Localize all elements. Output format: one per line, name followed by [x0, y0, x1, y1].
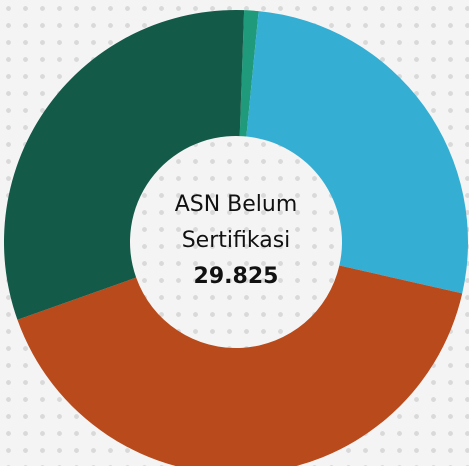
donut-segment [3, 10, 245, 320]
donut-segment [239, 10, 259, 137]
center-line: ASN Belum [175, 192, 298, 217]
center-value: 29.825 [194, 264, 279, 289]
donut-segment [17, 265, 463, 466]
donut-segment [246, 11, 468, 294]
center-line: Sertifikasi [182, 228, 291, 253]
